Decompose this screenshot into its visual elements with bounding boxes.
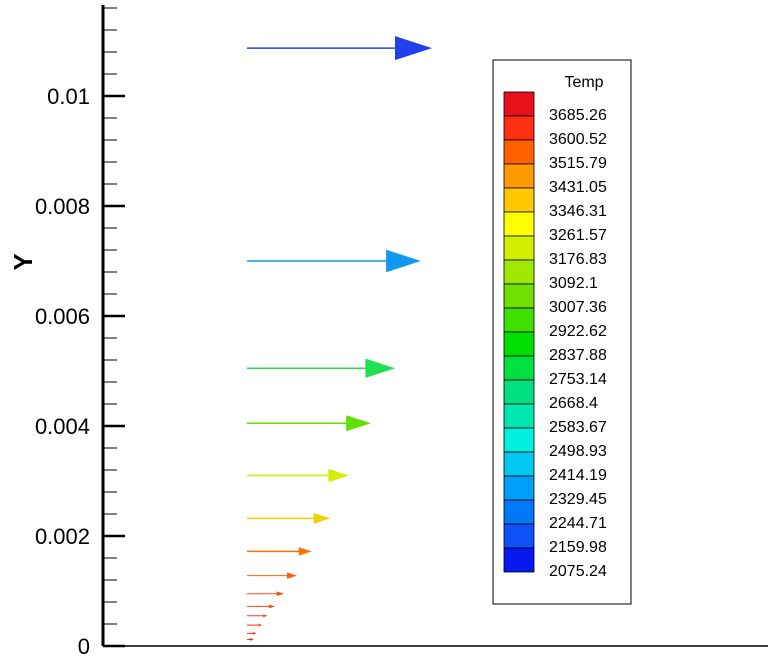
legend-swatch [503,427,535,453]
legend-title: Temp [564,74,603,91]
legend-swatch [503,475,535,501]
legend-swatch [503,307,535,333]
legend-level-label: 2075.24 [549,563,607,580]
legend-level-label: 3176.83 [549,251,607,268]
legend-level-label: 2498.93 [549,443,607,460]
legend-swatch [503,547,535,573]
temp-legend: Temp 3685.26 3600.52 3515.79 3431.05 3346.31… [492,59,632,605]
legend-level-label: 2668.4 [549,395,598,412]
velocity-arrow [247,36,432,61]
legend-swatch [503,259,535,285]
legend-swatch [503,331,535,357]
legend-level-label: 2244.71 [549,515,607,532]
legend-level-label: 3515.79 [549,155,607,172]
legend-swatch [503,451,535,477]
legend-level-label: 2583.67 [549,419,607,436]
legend-swatch [503,115,535,141]
velocity-arrow [247,591,284,597]
legend-level-label: 3007.36 [549,299,607,316]
legend-level-label: 3261.57 [549,227,607,244]
legend-swatch [503,379,535,405]
legend-swatch [503,91,535,117]
velocity-arrow [247,614,268,618]
legend-level-label: 3431.05 [549,179,607,196]
velocity-arrow [247,512,331,524]
legend-level-label: 2753.14 [549,371,607,388]
legend-level-label: 3685.26 [549,107,607,124]
y-tick-label: 0.004 [35,414,90,439]
velocity-arrow [247,623,262,627]
legend-swatch [503,283,535,309]
legend-level-label: 3600.52 [549,131,607,148]
legend-swatch [503,523,535,549]
y-tick-label: 0.01 [47,84,90,109]
y-axis: 0 0.002 0.004 0.006 0.008 0.01 [35,5,768,659]
legend-level-label: 2837.88 [549,347,607,364]
legend-swatch [503,163,535,189]
velocity-arrow [247,358,395,378]
legend-swatch [503,187,535,213]
y-axis-label: Y [8,253,38,270]
legend-swatch [503,235,535,261]
velocity-arrow [247,249,421,273]
velocity-arrow [247,572,297,579]
legend-swatch [503,211,535,237]
velocity-vectors [247,36,432,641]
y-tick-label: 0.002 [35,524,90,549]
y-tick-label: 0 [78,634,90,659]
legend-swatch [503,355,535,381]
legend-level-label: 3092.1 [549,275,598,292]
legend-swatch [503,499,535,525]
velocity-arrow [247,547,312,556]
legend-level-label: 3346.31 [549,203,607,220]
y-tick-label: 0.006 [35,304,90,329]
legend-swatch [503,139,535,165]
legend-level-label: 2159.98 [549,539,607,556]
velocity-arrow [247,468,349,483]
velocity-arrow [247,637,254,641]
legend-level-label: 2414.19 [549,467,607,484]
velocity-arrow [247,415,371,432]
velocity-arrow [247,631,257,635]
legend-level-label: 2922.62 [549,323,607,340]
legend-swatch [503,403,535,429]
legend-level-label: 2329.45 [549,491,607,508]
velocity-arrow [247,604,275,609]
y-tick-label: 0.008 [35,194,90,219]
